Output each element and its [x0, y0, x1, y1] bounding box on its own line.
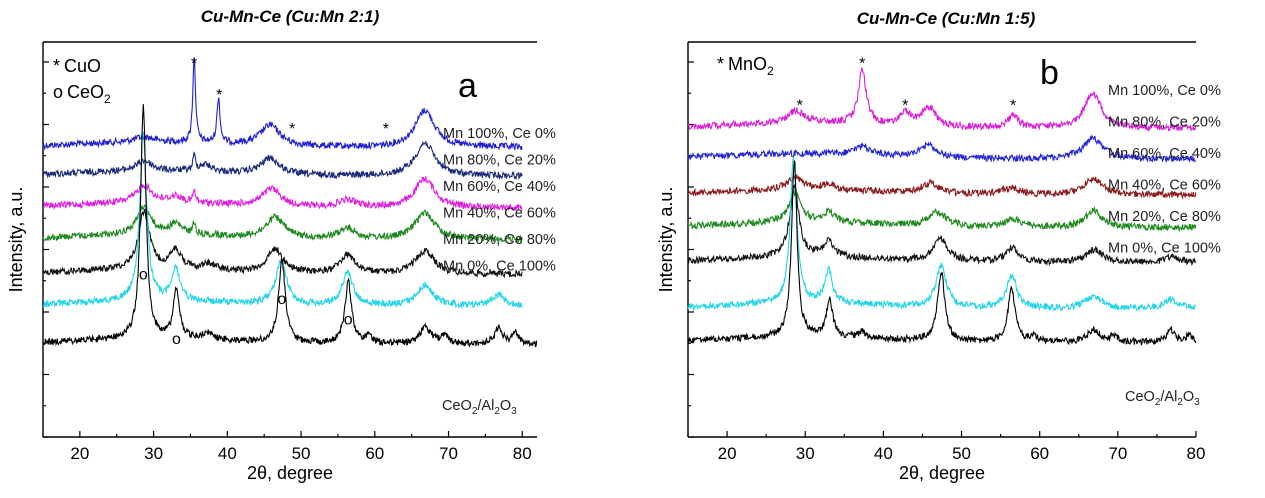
- x-tick-label: 40: [218, 444, 237, 463]
- series-line: [42, 208, 523, 279]
- peak-marker-star: *: [1010, 98, 1016, 115]
- series-line: [42, 104, 538, 348]
- series-line: [42, 204, 523, 244]
- series-label: Mn 40%, Ce 60%: [443, 206, 556, 222]
- series-line: [42, 176, 523, 212]
- x-tick-label: 70: [1108, 444, 1127, 463]
- chart-panel-a: Cu-Mn-Ce (Cu:Mn 2:1) 20 30 40 50 60 70 80 2θ, de…: [6, 7, 556, 483]
- series-label: Mn 100%, Ce 0%: [1108, 83, 1221, 99]
- series-label-ceo2-al2o3: CeO2/Al2O3: [442, 398, 517, 417]
- peak-marker-star: *: [383, 121, 389, 138]
- peak-marker-circle: o: [344, 312, 353, 329]
- x-tick-label: 50: [292, 444, 311, 463]
- y-axis-title: Intensity, a.u.: [6, 187, 26, 293]
- x-tick-label: 80: [513, 444, 532, 463]
- peak-marker-star: *: [797, 98, 803, 115]
- series-label: Mn 60%, Ce 40%: [1108, 146, 1221, 162]
- series-line: [687, 174, 1197, 200]
- series-line: [687, 160, 1197, 346]
- legend-entry: * CuO: [53, 56, 101, 76]
- peak-marker-star: *: [902, 98, 908, 115]
- legend-entry: o CeO2: [53, 82, 111, 106]
- series-label: Mn 80%, Ce 20%: [443, 153, 556, 169]
- series-label: Mn 40%, Ce 60%: [1108, 178, 1221, 194]
- x-tick-label: 40: [874, 444, 893, 463]
- y-axis-title: Intensity, a.u.: [656, 187, 676, 293]
- series-label: Mn 0%, Ce 100%: [1108, 241, 1221, 257]
- series-label-ceo2-al2o3: CeO2/Al2O3: [1125, 389, 1200, 408]
- x-tick-label: 60: [1030, 444, 1049, 463]
- x-tick-label: 50: [952, 444, 971, 463]
- x-axis-title: 2θ, degree: [247, 463, 333, 483]
- series-line: [687, 156, 1196, 312]
- series-label: Mn 60%, Ce 40%: [443, 179, 556, 195]
- series-label: Mn 0%, Ce 100%: [443, 259, 556, 275]
- series-label: Mn 100%, Ce 0%: [443, 126, 556, 142]
- peak-marker-circle: o: [139, 266, 148, 283]
- x-tick-label: 30: [144, 444, 163, 463]
- series-label: Mn 80%, Ce 20%: [1108, 115, 1221, 131]
- x-tick-label: 70: [439, 444, 458, 463]
- peak-marker-circle: o: [172, 331, 181, 348]
- series-line: [42, 57, 523, 151]
- panel-letter: b: [1040, 54, 1059, 92]
- peak-marker-star: *: [216, 87, 222, 104]
- series-label: Mn 20%, Ce 80%: [443, 232, 556, 248]
- panel-letter: a: [458, 67, 477, 105]
- chart-title: Cu-Mn-Ce (Cu:Mn 2:1): [201, 7, 380, 26]
- x-tick-label: 30: [796, 444, 815, 463]
- x-tick-label: 20: [70, 444, 89, 463]
- legend-entry: * MnO2: [717, 54, 774, 78]
- x-tick-label: 80: [1187, 444, 1206, 463]
- series-line: [687, 66, 1197, 133]
- series-line: [42, 140, 523, 181]
- chart-title: Cu-Mn-Ce (Cu:Mn 1:5): [857, 9, 1036, 28]
- peak-marker-circle: o: [277, 291, 286, 308]
- chart-panel-b: Cu-Mn-Ce (Cu:Mn 1:5) 20 30 40 50 60 70 80 2θ, de…: [656, 9, 1221, 483]
- x-axis-title: 2θ, degree: [899, 463, 985, 483]
- x-tick-label: 60: [365, 444, 384, 463]
- peak-marker-star: *: [859, 56, 865, 73]
- peak-marker-star: *: [191, 55, 197, 72]
- series-line: [687, 134, 1197, 163]
- series-line: [687, 189, 1197, 233]
- x-tick-label: 20: [718, 444, 737, 463]
- series-label: Mn 20%, Ce 80%: [1108, 209, 1221, 225]
- series-line: [687, 183, 1197, 267]
- peak-marker-star: *: [289, 121, 295, 138]
